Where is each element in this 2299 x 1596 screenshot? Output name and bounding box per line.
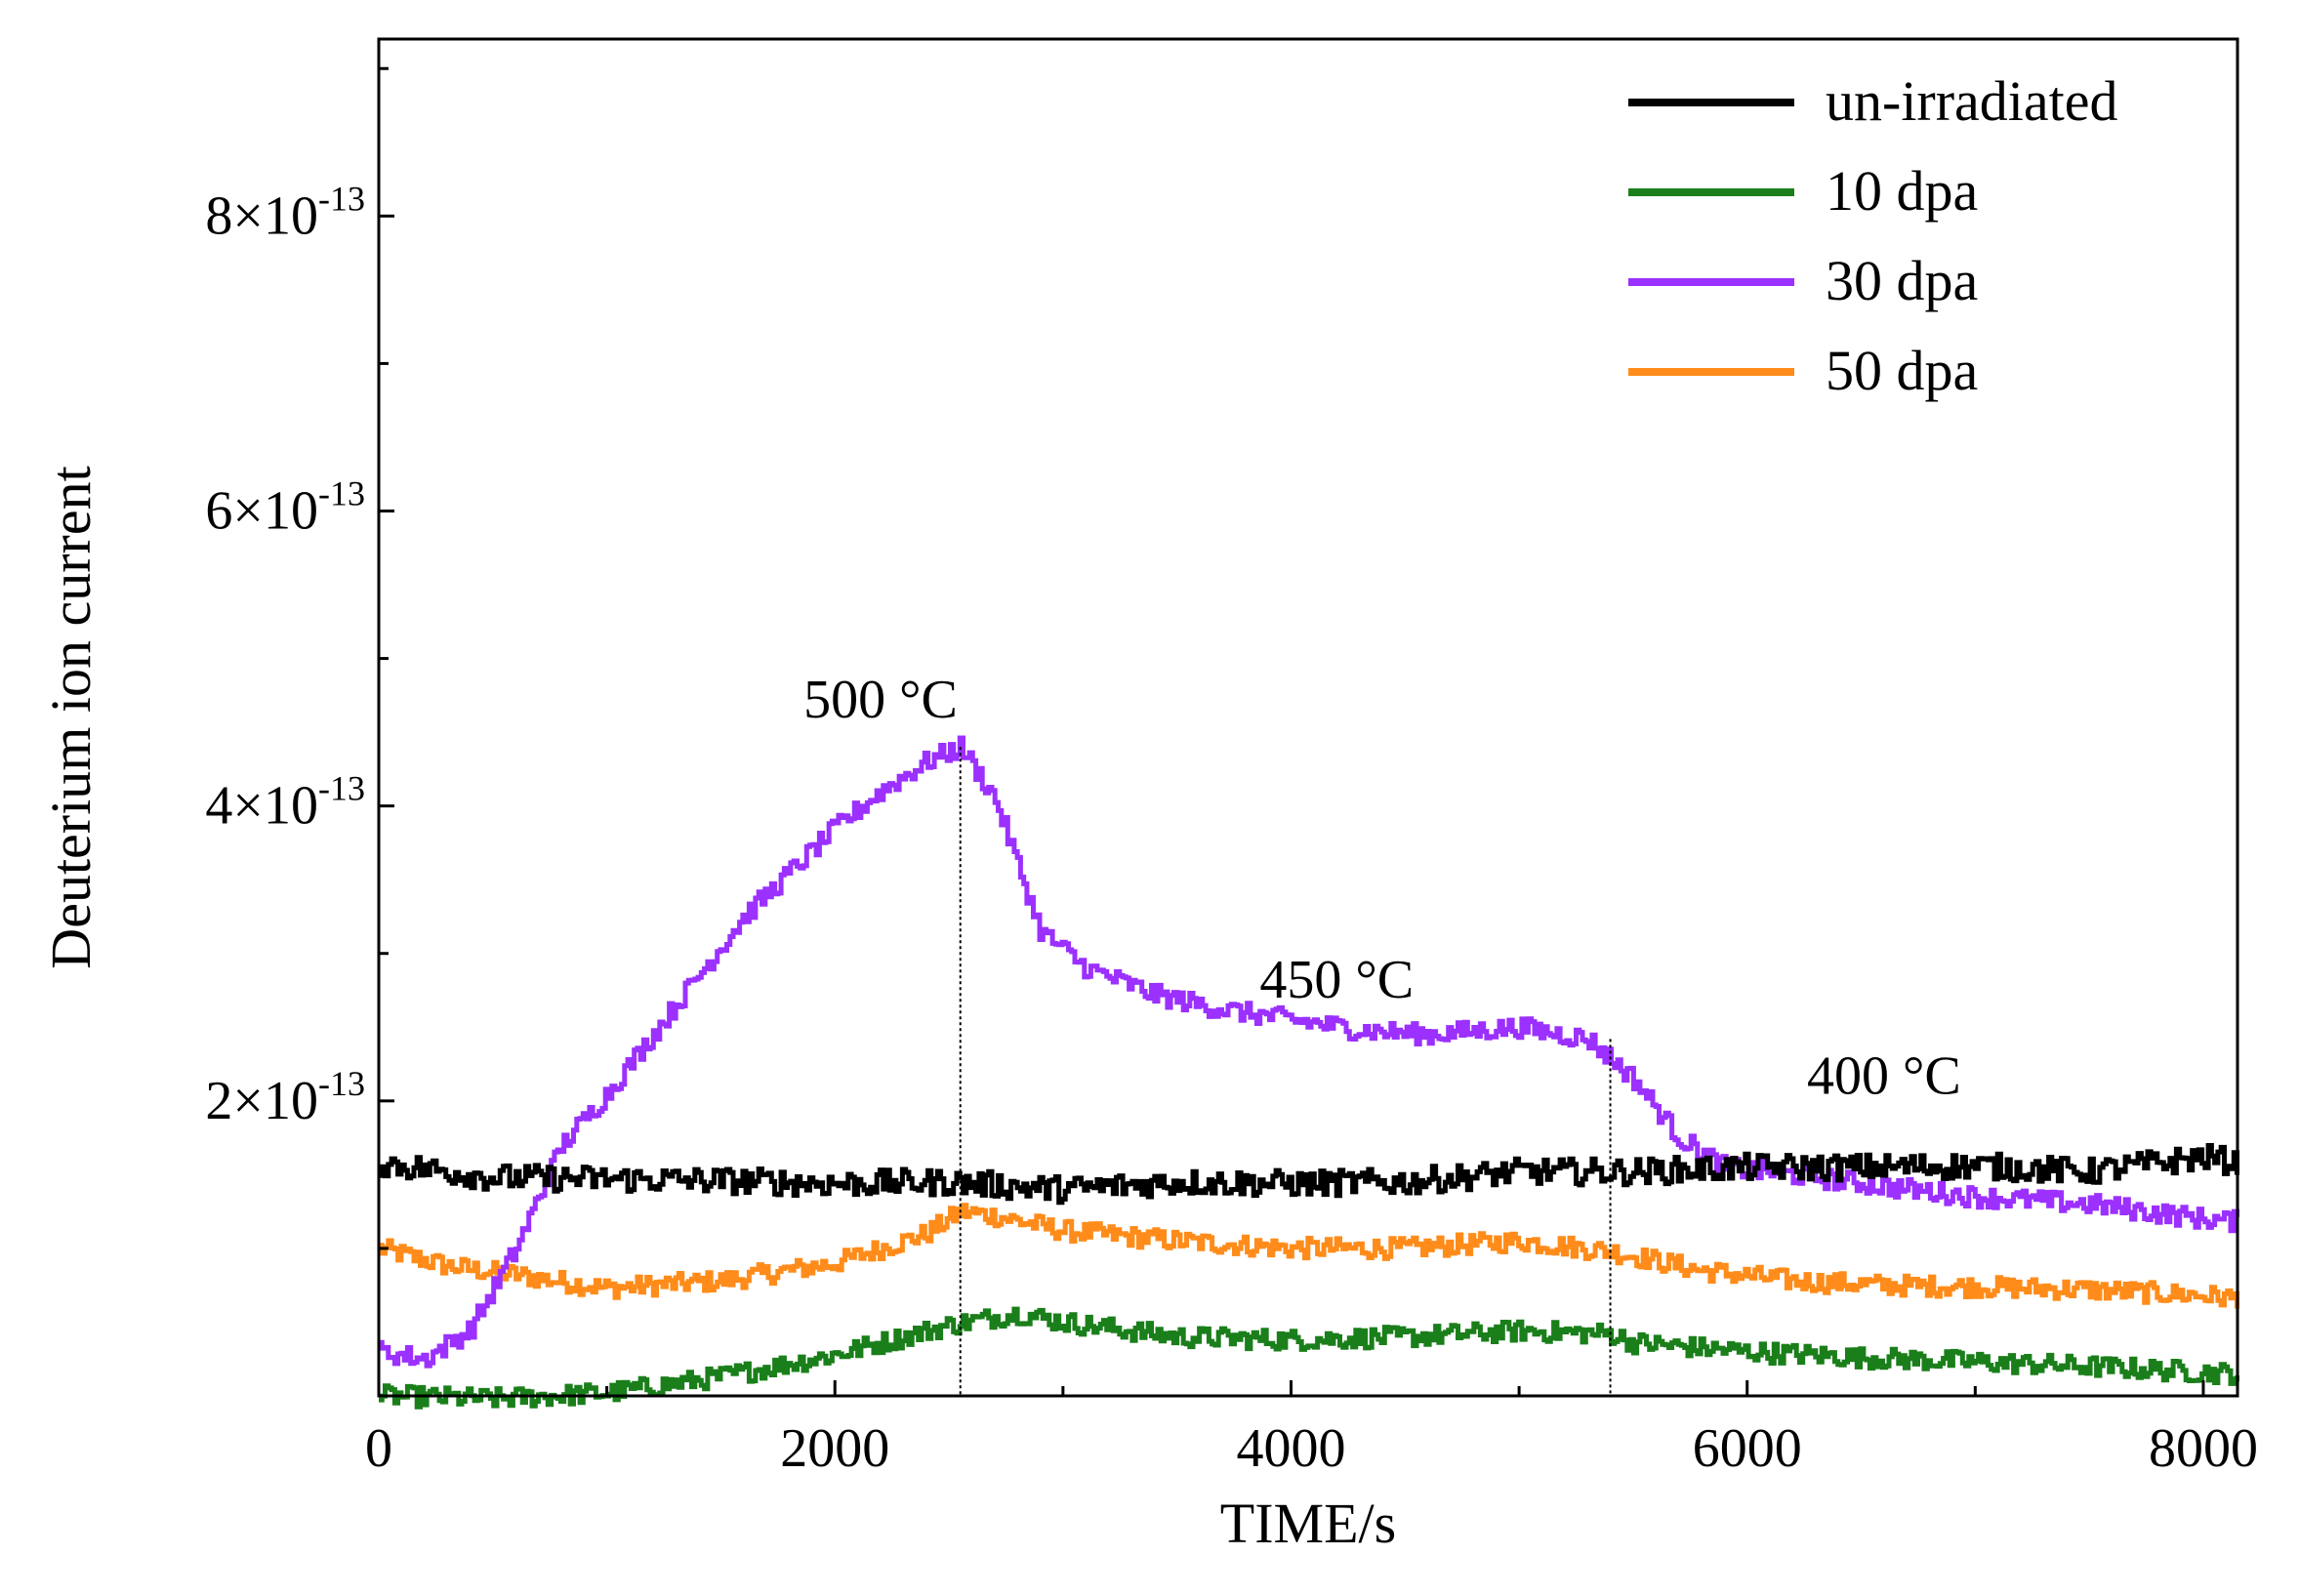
x-tick-label: 0 [365,1418,392,1479]
x-tick-label: 8000 [2149,1418,2258,1479]
legend: un-irradiated 10 dpa 30 dpa 50 dpa [1628,69,2118,402]
x-tick-label: 4000 [1236,1418,1345,1479]
legend-label: 30 dpa [1826,249,1978,312]
series-line-50-dpa [379,1203,2239,1309]
series-layer [379,735,2239,1410]
y-axis-title: Deuterium ion current [39,466,103,968]
plot-frame [377,37,2239,1398]
legend-label: un-irradiated [1826,69,2118,133]
legend-label: 10 dpa [1826,159,1978,223]
x-tick-label: 2000 [780,1418,889,1479]
series-line-un-irradiated [379,1143,2239,1206]
series-line-10-dpa [379,1306,2239,1410]
temperature-annotation: 400 °C [1807,1045,1961,1106]
y-tick-label: 6×10-13 [205,473,365,541]
y-tick-label: 4×10-13 [205,769,365,837]
temperature-annotation: 500 °C [803,670,958,730]
vlines-layer [959,747,1612,1396]
x-axis-title: TIME/s [1220,1492,1396,1555]
legend-label: 50 dpa [1826,339,1978,402]
y-axis-ticks: 2×10-13 4×10-13 6×10-13 8×10-13 [205,66,394,1250]
x-axis-ticks: 0 2000 4000 6000 8000 [365,1380,2258,1479]
y-tick-label: 8×10-13 [205,179,365,246]
annotations: 500 °C 450 °C 400 °C [803,670,1961,1106]
x-tick-label: 6000 [1693,1418,1802,1479]
series-line-30-dpa [379,735,2239,1369]
temperature-annotation: 450 °C [1259,950,1414,1010]
y-tick-label: 2×10-13 [205,1064,365,1131]
